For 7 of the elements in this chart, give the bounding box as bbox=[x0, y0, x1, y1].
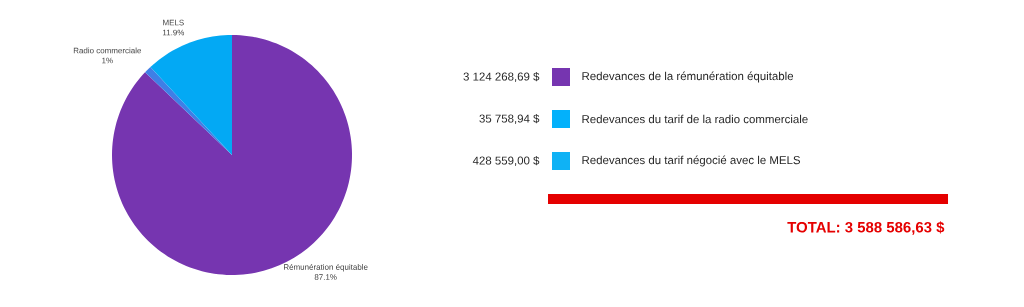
text: TOTAL: 3 588 586,63 $ bbox=[787, 221, 945, 235]
text: 3 124 268,69 $ bbox=[463, 72, 540, 82]
category-label: Redevances de la rémunération équitable bbox=[582, 71, 794, 83]
text: 428 559,00 $ bbox=[472, 156, 540, 166]
category-label: Redevances du tarif de la radio commerciale bbox=[582, 114, 808, 124]
text: 35 758,94 $ bbox=[479, 114, 540, 124]
category-label: Redevances du tarif négocié avec le MELS bbox=[582, 155, 801, 167]
